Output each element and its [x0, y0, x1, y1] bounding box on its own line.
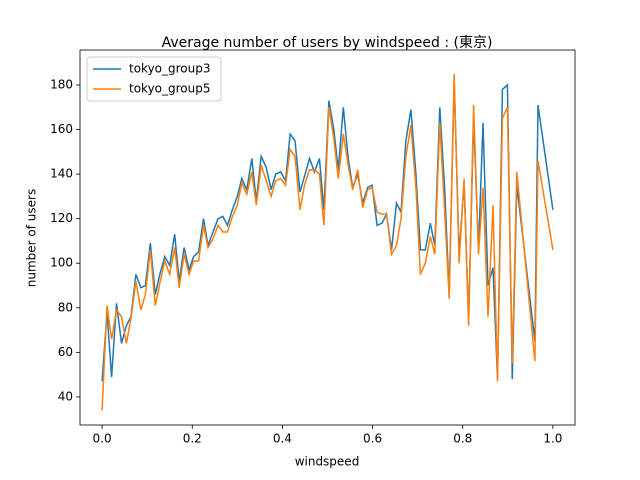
x-axis-label: windspeed [295, 455, 360, 469]
series-line [101, 73, 554, 411]
legend-label: tokyo_group3 [129, 62, 211, 76]
legend-label: tokyo_group5 [129, 82, 211, 96]
x-tick-label: 0.4 [273, 432, 292, 446]
y-tick-label: 100 [50, 256, 73, 270]
y-tick-label: 120 [50, 211, 73, 225]
x-tick-label: 0.0 [93, 432, 112, 446]
y-tick-label: 80 [58, 300, 73, 314]
chart-title: Average number of users by windspeed : (… [162, 35, 493, 51]
y-axis-label: number of users [25, 189, 39, 287]
y-tick-label: 160 [50, 122, 73, 136]
x-tick-label: 0.6 [363, 432, 382, 446]
y-tick-label: 60 [58, 345, 73, 359]
y-tick-label: 180 [50, 77, 73, 91]
y-tick-label: 40 [58, 389, 73, 403]
plot-frame [79, 49, 576, 426]
x-tick-label: 0.2 [183, 432, 202, 446]
y-tick-label: 140 [50, 167, 73, 181]
legend-box [86, 56, 222, 102]
x-tick-label: 1.0 [543, 432, 562, 446]
x-tick-label: 0.8 [453, 432, 472, 446]
